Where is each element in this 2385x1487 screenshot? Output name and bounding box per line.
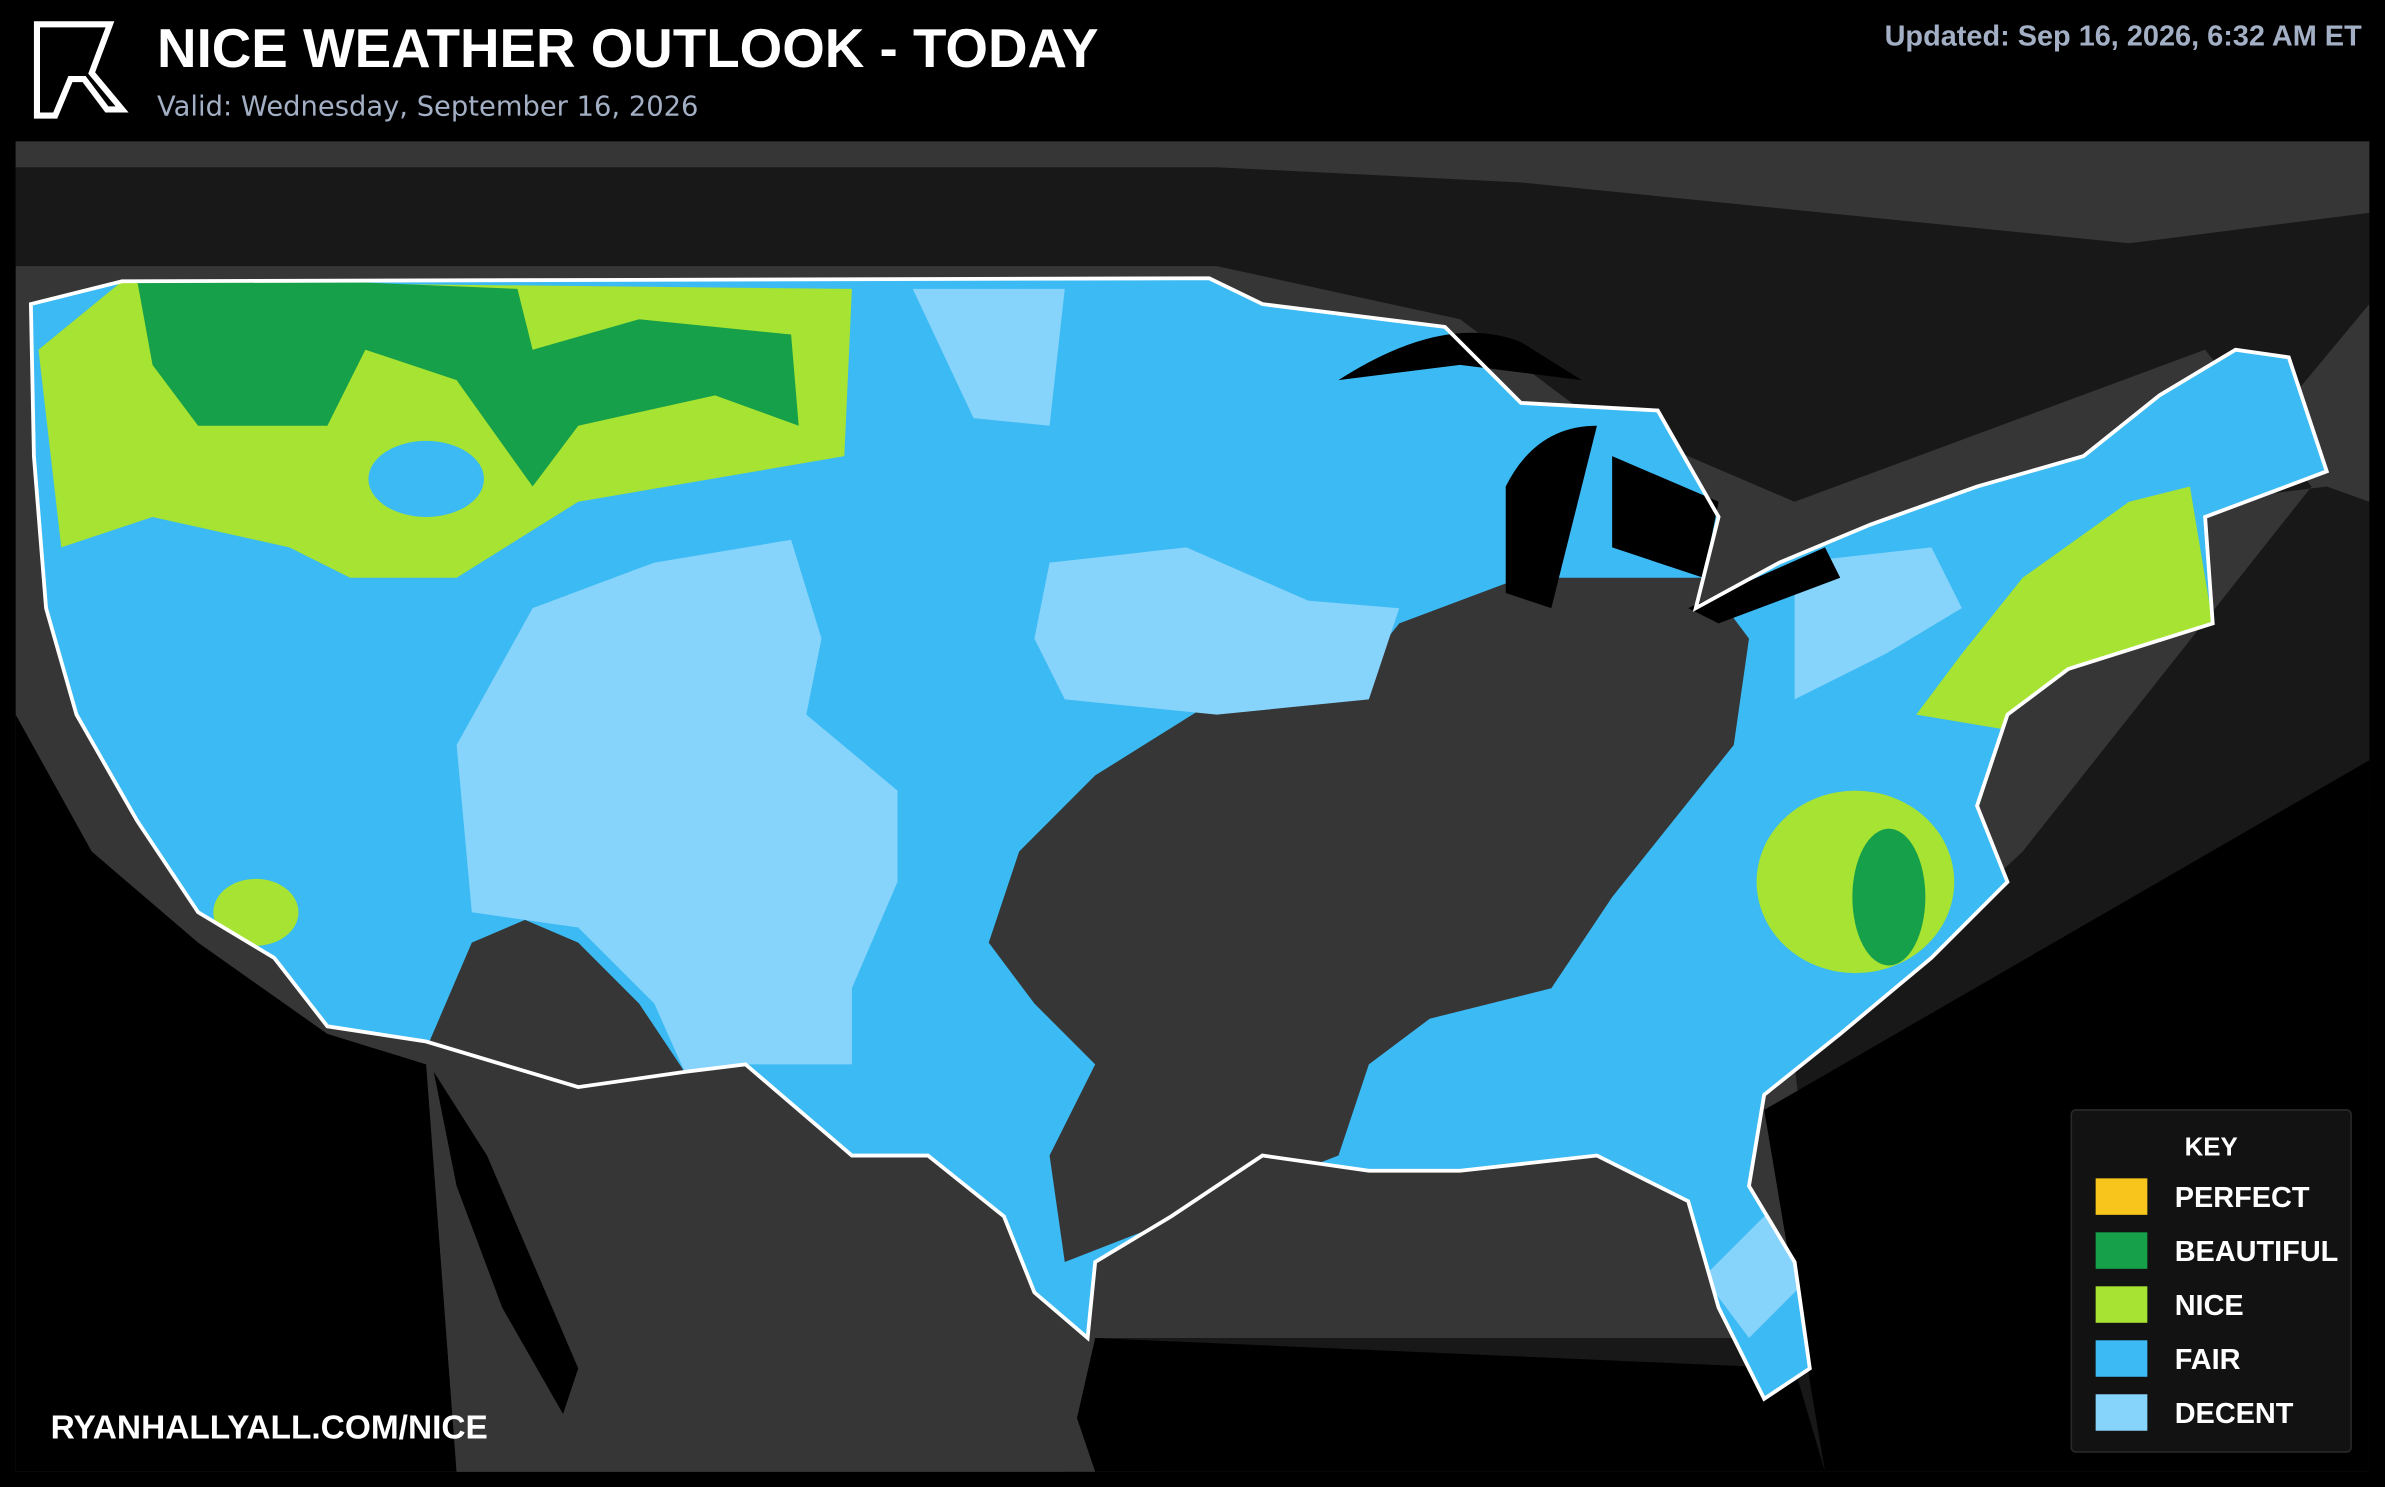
legend-label: FAIR bbox=[2175, 1344, 2241, 1376]
zone-none bbox=[426, 919, 685, 1088]
legend-swatch bbox=[2095, 1394, 2148, 1431]
legend-label: DECENT bbox=[2175, 1398, 2294, 1430]
legend-label: BEAUTIFUL bbox=[2175, 1236, 2339, 1268]
legend-swatch bbox=[2095, 1232, 2148, 1269]
zone-none bbox=[988, 577, 1749, 1262]
legend-label: PERFECT bbox=[2175, 1182, 2310, 1214]
legend-swatch bbox=[2095, 1340, 2148, 1377]
legend-swatch bbox=[2095, 1286, 2148, 1323]
subtitle: Valid: Wednesday, September 16, 2026 bbox=[157, 92, 698, 123]
gulf-of-california bbox=[433, 1071, 579, 1415]
gulf bbox=[1064, 1337, 1826, 1472]
great-lakes bbox=[1338, 332, 1841, 624]
zone-decent bbox=[912, 288, 1065, 426]
zone-nice bbox=[213, 878, 299, 946]
zone-beautiful bbox=[1852, 828, 1926, 966]
updated-time: Updated: Sep 16, 2026, 6:32 AM ET bbox=[1885, 21, 2362, 53]
legend-label: NICE bbox=[2175, 1290, 2244, 1322]
zone-decent bbox=[456, 539, 898, 1072]
zone-beautiful bbox=[137, 281, 799, 487]
zone-decent bbox=[1794, 547, 1962, 700]
logo bbox=[33, 21, 129, 119]
legend-swatch bbox=[2095, 1178, 2148, 1215]
map-water bbox=[15, 141, 2370, 1472]
zone-nice bbox=[1916, 486, 2213, 730]
legend-title: KEY bbox=[2185, 1134, 2238, 1162]
zone-decent bbox=[1034, 547, 1400, 715]
title: NICE WEATHER OUTLOOK - TODAY bbox=[157, 17, 1098, 79]
zone-fair bbox=[368, 440, 484, 517]
source-url: RYANHALLYALL.COM/NICE bbox=[51, 1409, 488, 1446]
mexico bbox=[426, 1064, 1096, 1472]
pacific bbox=[15, 714, 457, 1472]
legend: KEY PERFECT BEAUTIFUL NICE FAIR DECENT bbox=[2070, 1109, 2352, 1453]
map-land-canada bbox=[15, 141, 2370, 244]
